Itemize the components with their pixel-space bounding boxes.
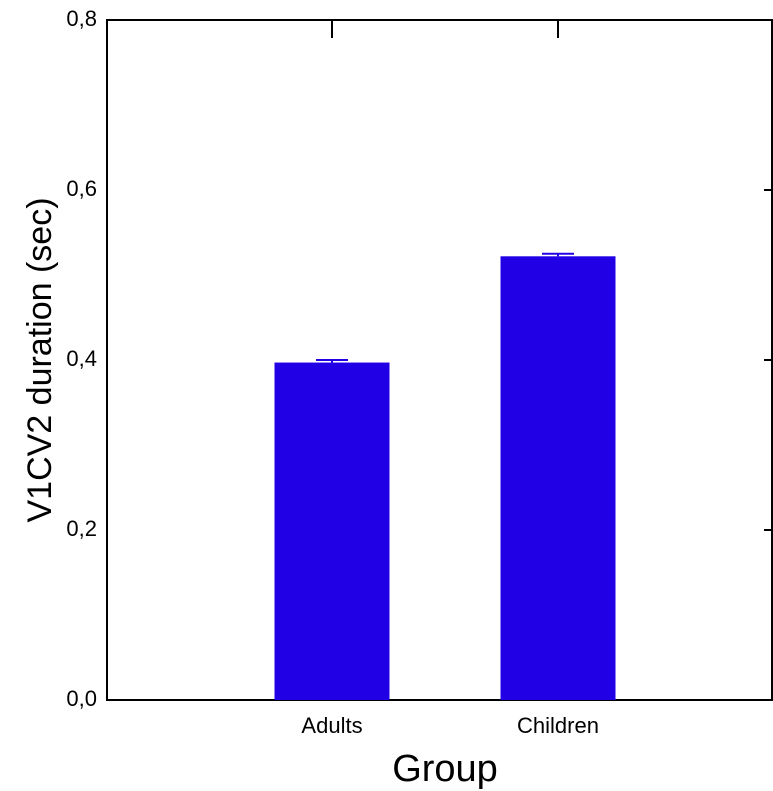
x-axis-label: Group [392,748,498,790]
y-tick-label: 0,4 [66,346,97,371]
bar [274,362,390,700]
x-tick-label: Adults [301,713,362,738]
y-tick-label: 0,0 [66,686,97,711]
y-tick-label: 0,2 [66,516,97,541]
y-tick-label: 0,6 [66,176,97,201]
y-tick-label: 0,8 [66,6,97,31]
y-axis-label: V1CV2 duration (sec) [21,197,59,522]
plot-frame [106,19,773,701]
x-tick-label: Children [517,713,599,738]
bar [500,256,616,700]
